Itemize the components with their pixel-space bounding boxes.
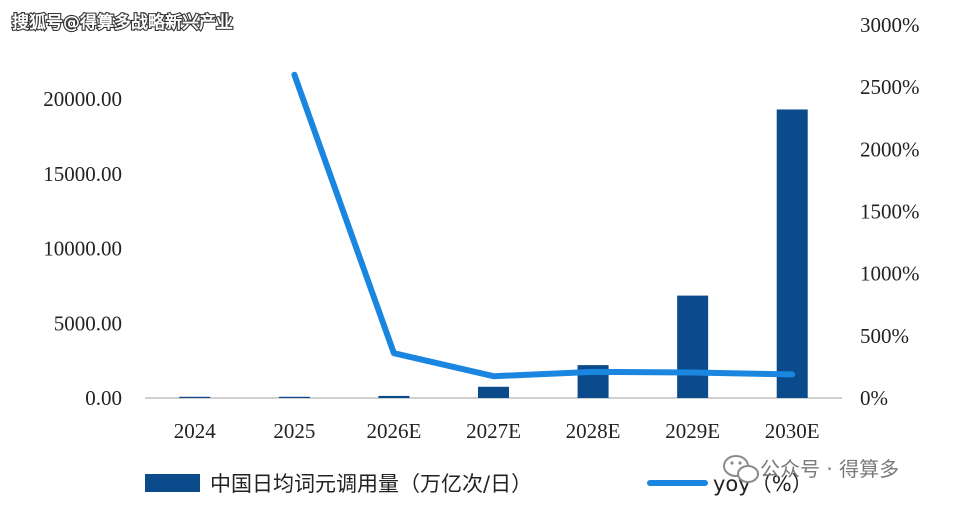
- y-right-axis: 0% 500% 1000% 1500% 2000% 2500% 3000%: [860, 13, 920, 410]
- bar: [677, 295, 709, 398]
- y-left-tick-label: 15000.00: [43, 162, 122, 186]
- x-tick-label: 2027E: [466, 419, 521, 443]
- x-tick-label: 2024: [174, 419, 217, 443]
- x-tick-label: 2026E: [367, 419, 422, 443]
- legend-bar-label: 中国日均词元调用量（万亿次/日）: [210, 472, 532, 496]
- y-right-tick-label: 2500%: [860, 75, 920, 99]
- bar: [278, 396, 310, 398]
- y-left-axis: 0.00 5000.00 10000.00 15000.00 20000.00: [43, 87, 122, 410]
- y-left-tick-label: 5000.00: [54, 311, 122, 335]
- y-right-tick-label: 3000%: [860, 13, 920, 37]
- x-tick-label: 2030E: [765, 419, 820, 443]
- y-right-tick-label: 500%: [860, 324, 909, 348]
- watermark-bottom: 公众号 · 得算多: [760, 457, 899, 481]
- y-left-tick-label: 0.00: [85, 386, 122, 410]
- x-tick-label: 2025: [273, 419, 315, 443]
- x-axis: 2024 2025 2026E 2027E 2028E 2029E 2030E: [174, 419, 820, 443]
- bar: [478, 386, 509, 398]
- wechat-icon: [723, 455, 759, 483]
- watermark-top: 搜狐号@得算多战略新兴产业: [12, 12, 233, 33]
- y-left-tick-label: 10000.00: [43, 237, 122, 261]
- y-right-tick-label: 2000%: [860, 137, 920, 161]
- bar: [378, 395, 410, 398]
- legend-bar-swatch: [145, 474, 200, 492]
- x-tick-label: 2028E: [566, 419, 621, 443]
- y-left-tick-label: 20000.00: [43, 87, 122, 111]
- y-right-tick-label: 0%: [860, 386, 888, 410]
- yoy-line: [291, 71, 796, 380]
- y-right-tick-label: 1500%: [860, 200, 920, 224]
- legend-line-label: yoy（%）: [713, 472, 813, 496]
- x-tick-label: 2029E: [665, 419, 720, 443]
- bar: [776, 109, 808, 398]
- y-right-tick-label: 1000%: [860, 262, 920, 286]
- bar: [179, 396, 211, 398]
- bar-series: [179, 109, 808, 398]
